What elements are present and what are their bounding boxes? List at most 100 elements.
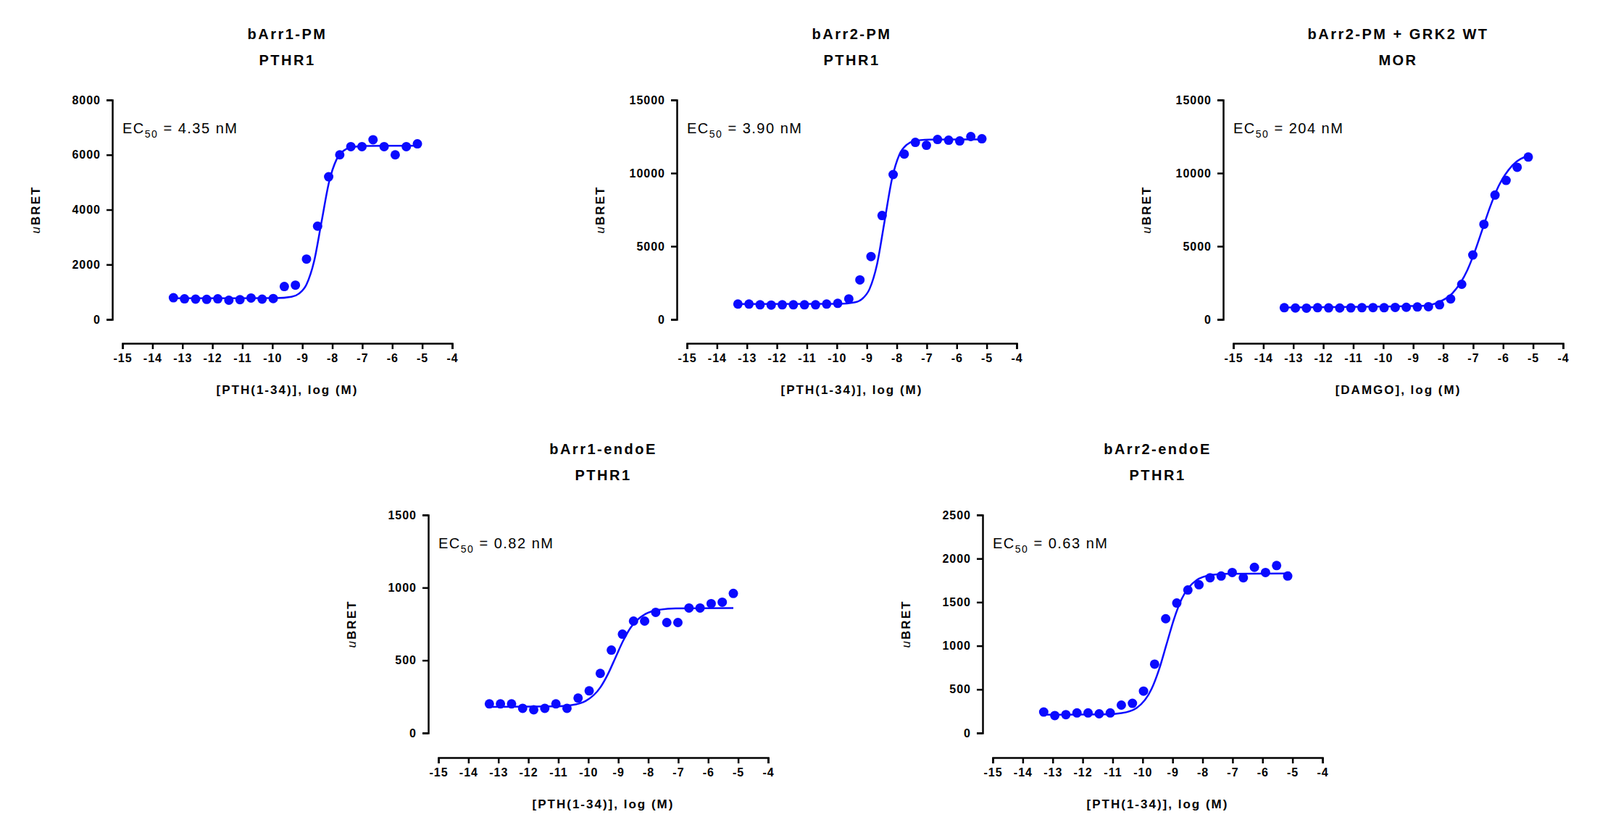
point: [584, 686, 595, 696]
point: [279, 281, 290, 292]
x-tick-label: -6: [702, 766, 715, 779]
y-axis-title: uBRET: [28, 186, 43, 235]
x-tick: -9: [613, 757, 625, 779]
point: [1379, 302, 1390, 313]
x-tick: -14: [1254, 343, 1274, 365]
x-tick-mark: [301, 343, 304, 350]
y-tick: 0: [1204, 313, 1224, 327]
x-tick-mark: [1442, 343, 1445, 350]
x-tick: -8: [326, 343, 339, 365]
plot-area: [1279, 152, 1534, 314]
point: [921, 140, 932, 150]
point: [662, 618, 672, 628]
point: [1423, 302, 1434, 312]
point: [1390, 302, 1400, 313]
y-tick-label: 1500: [387, 509, 417, 522]
point: [1150, 659, 1160, 669]
panel: bArr2-endoEPTHR1-15-14-13-12-11-10-9-8-7…: [899, 441, 1329, 812]
point: [1346, 303, 1356, 314]
point: [290, 280, 300, 290]
x-tick-mark: [1472, 343, 1475, 350]
y-tick: 0: [93, 313, 113, 327]
point: [1227, 568, 1237, 578]
x-tick: -6: [1497, 343, 1510, 365]
x-tick: -15: [677, 343, 697, 365]
x-tick-mark: [992, 757, 995, 764]
x-tick-label: -13: [1284, 352, 1303, 365]
y-tick-mark: [1217, 99, 1224, 102]
point: [855, 275, 865, 285]
point: [1083, 708, 1093, 719]
x-tick: -11: [549, 757, 568, 779]
x-tick-label: -7: [356, 352, 369, 365]
x-tick-label: -9: [861, 352, 874, 365]
y-tick: 2000: [71, 258, 113, 272]
point: [673, 618, 683, 628]
point: [1250, 563, 1260, 573]
x-tick-label: -11: [1103, 766, 1122, 779]
y-tick-mark: [106, 209, 113, 212]
y-tick-label: 2000: [71, 258, 101, 272]
y-tick-label: 1000: [387, 581, 417, 595]
y-tick-mark: [976, 645, 983, 648]
x-tick-mark: [686, 343, 689, 350]
x-tick-label: -8: [326, 352, 339, 365]
x-tick: -6: [702, 757, 715, 779]
y-tick-mark: [1217, 245, 1224, 248]
x-tick-mark: [497, 757, 500, 764]
x-tick-mark: [331, 343, 335, 350]
x-tick-label: -9: [1167, 766, 1179, 779]
x-tick-mark: [737, 757, 740, 764]
title: bArr2-PM + GRK2 WT: [1307, 26, 1489, 43]
point: [1072, 708, 1082, 719]
x-axis-line: [439, 758, 769, 765]
x-tick-mark: [242, 343, 245, 350]
point: [606, 645, 616, 656]
y-axis-title: uBRET: [344, 600, 359, 649]
point: [865, 252, 876, 262]
y-axis: 050001000015000: [1176, 94, 1224, 327]
x-axis: -15-14-13-12-11-10-9-8-7-6-5-4: [113, 343, 458, 365]
y-axis: 050001000015000: [629, 94, 678, 327]
x-tick-mark: [1081, 757, 1085, 764]
point: [1105, 708, 1116, 719]
x-tick-mark: [1292, 343, 1295, 350]
point: [1412, 302, 1422, 312]
x-tick-label: -6: [386, 352, 399, 365]
point: [368, 134, 378, 145]
annotation: EC50 = 4.35 nM: [122, 120, 238, 140]
x-tick: -11: [1103, 757, 1122, 779]
x-tick-mark: [1015, 343, 1019, 350]
point: [766, 300, 777, 311]
x-tick-label: -8: [642, 766, 655, 779]
y-tick: 1500: [942, 596, 983, 609]
x-tick-mark: [986, 343, 989, 350]
x-tick-label: -5: [981, 352, 993, 365]
point: [202, 294, 212, 305]
x-tick-label: -14: [1254, 352, 1274, 365]
y-tick-mark: [976, 689, 983, 692]
x-axis-line: [123, 344, 453, 350]
x-tick: -5: [1286, 757, 1299, 779]
y-tick-mark: [422, 514, 429, 517]
y-tick: 1000: [387, 581, 429, 595]
y-tick-label: 6000: [71, 148, 101, 161]
x-tick-label: -4: [1557, 352, 1569, 365]
y-tick-mark: [106, 99, 113, 102]
x-axis-title: [PTH(1-34)], log (M): [216, 383, 359, 398]
x-tick: -15: [1223, 343, 1243, 365]
x-tick-mark: [271, 343, 274, 350]
x-tick-mark: [767, 757, 770, 764]
x-tick: -8: [1437, 343, 1450, 365]
y-axis-title: uBRET: [899, 600, 914, 649]
point: [573, 693, 583, 703]
x-tick: -9: [297, 343, 309, 365]
x-tick-mark: [392, 343, 395, 350]
y-axis: 050010001500: [387, 509, 429, 740]
point: [1271, 560, 1282, 571]
y-tick: 1500: [387, 509, 429, 522]
title: bArr1-PM: [247, 26, 327, 43]
point: [1260, 568, 1271, 578]
x-tick: -15: [983, 757, 1003, 779]
x-tick-label: -9: [1407, 352, 1420, 365]
